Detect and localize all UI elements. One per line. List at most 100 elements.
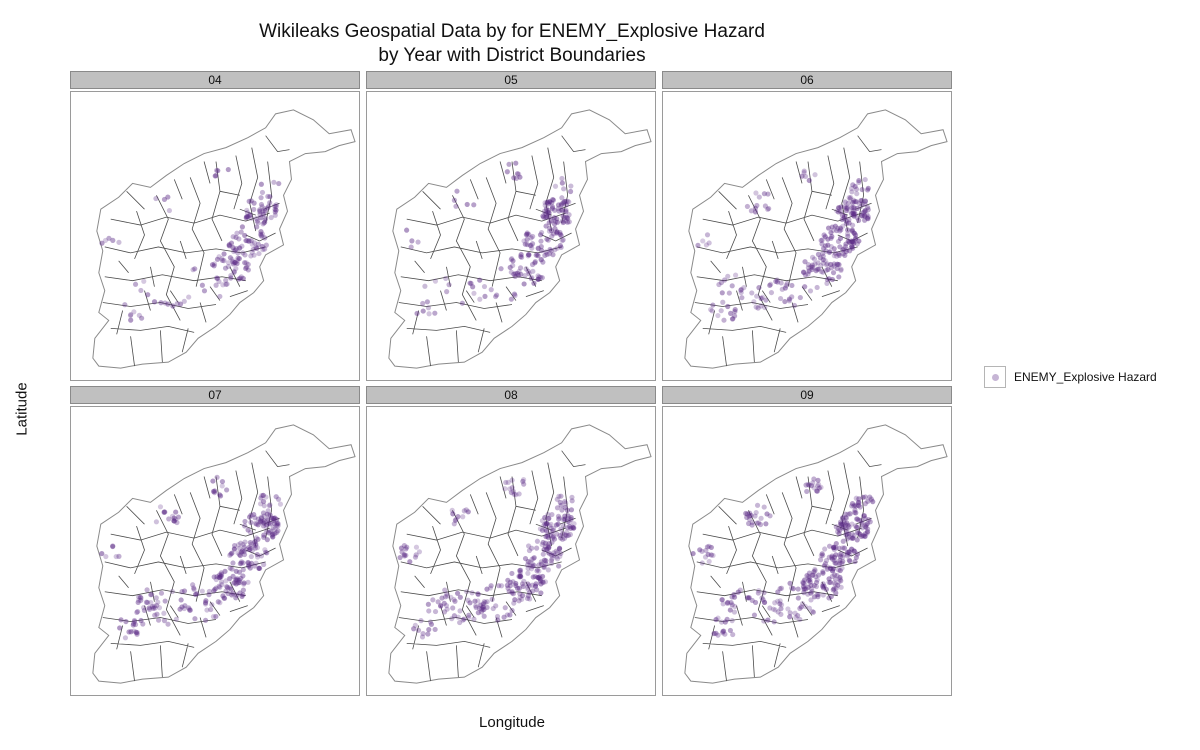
incident-point	[432, 278, 439, 284]
incident-point	[702, 554, 709, 560]
incident-point	[834, 253, 840, 259]
incident-point	[102, 237, 109, 244]
incident-point	[450, 511, 456, 517]
incident-point	[824, 566, 830, 572]
incident-point	[799, 601, 806, 607]
incident-point	[542, 210, 548, 216]
incident-point	[542, 527, 549, 533]
incident-point	[828, 235, 834, 241]
incident-point	[562, 516, 568, 522]
incident-point	[562, 499, 568, 505]
incident-point	[546, 551, 553, 557]
incident-point	[861, 213, 868, 219]
incident-point	[475, 610, 481, 616]
incident-point	[830, 227, 836, 234]
incident-point	[548, 525, 554, 531]
incident-point	[778, 606, 784, 612]
incident-point	[864, 187, 871, 193]
incident-point	[517, 591, 523, 597]
incident-point	[136, 597, 142, 604]
incident-point	[719, 290, 725, 296]
incident-point	[546, 515, 552, 522]
incident-point	[130, 621, 137, 627]
incident-point	[152, 605, 158, 611]
facet-map-panel	[662, 91, 952, 381]
incident-point	[834, 227, 840, 234]
incident-point	[837, 521, 844, 527]
incident-point	[546, 545, 552, 551]
incident-point	[219, 571, 225, 578]
incident-point	[219, 483, 225, 489]
incident-point	[756, 587, 762, 594]
incident-point	[408, 244, 414, 250]
incident-point	[270, 534, 276, 540]
incident-point	[552, 247, 558, 253]
incident-point	[237, 579, 243, 586]
incident-point	[494, 292, 500, 298]
incident-point	[806, 268, 812, 275]
incident-point	[490, 606, 496, 612]
incident-point	[564, 533, 570, 539]
incident-point	[258, 229, 264, 235]
incident-point	[566, 219, 572, 225]
incident-point	[852, 523, 859, 529]
incident-point	[532, 583, 539, 589]
incident-point	[695, 242, 701, 248]
incident-point	[758, 295, 764, 302]
incident-point	[262, 549, 269, 555]
incident-point	[820, 269, 826, 275]
incident-point	[857, 504, 863, 510]
incident-point	[859, 186, 865, 193]
incident-point	[752, 209, 759, 215]
incident-point	[834, 265, 840, 272]
incident-point	[179, 604, 185, 610]
incident-point	[550, 196, 556, 203]
incident-point	[252, 520, 259, 526]
incident-point	[182, 603, 188, 609]
incident-point	[856, 179, 862, 185]
incident-point	[849, 546, 855, 552]
incident-point	[813, 268, 819, 274]
incident-point	[850, 535, 856, 541]
incident-point	[540, 539, 546, 546]
incident-point	[838, 522, 844, 528]
incident-point	[475, 591, 481, 597]
incident-point	[540, 213, 546, 219]
incident-point	[837, 235, 844, 241]
incident-point	[542, 202, 548, 208]
incident-point	[814, 591, 820, 598]
incident-point	[219, 257, 225, 264]
incident-point	[141, 278, 147, 284]
incident-point	[554, 219, 561, 225]
incident-point	[432, 626, 438, 633]
incident-point	[525, 593, 531, 599]
incident-point	[516, 573, 522, 579]
incident-point	[254, 218, 260, 224]
incident-point	[859, 197, 865, 204]
incident-point	[759, 294, 766, 300]
incident-point	[512, 273, 518, 280]
incident-point	[726, 290, 732, 296]
incident-point	[509, 589, 515, 595]
incident-point	[244, 213, 251, 220]
incident-point	[793, 614, 799, 621]
incident-point	[446, 282, 452, 288]
incident-point	[136, 312, 142, 318]
incident-point	[559, 507, 565, 513]
incident-point	[753, 509, 759, 516]
incident-point	[227, 552, 233, 558]
incident-point	[555, 206, 561, 212]
incident-point	[460, 617, 466, 623]
incident-point	[273, 207, 279, 213]
incident-point	[453, 516, 459, 522]
incident-point	[137, 594, 143, 600]
incident-point	[425, 305, 432, 311]
incident-point	[488, 583, 494, 589]
incident-point	[516, 491, 522, 497]
incident-point	[475, 591, 481, 598]
incident-point	[235, 577, 241, 583]
incident-point	[797, 616, 803, 623]
incident-point	[836, 562, 842, 568]
incident-point	[784, 280, 790, 287]
incident-point	[564, 507, 570, 513]
